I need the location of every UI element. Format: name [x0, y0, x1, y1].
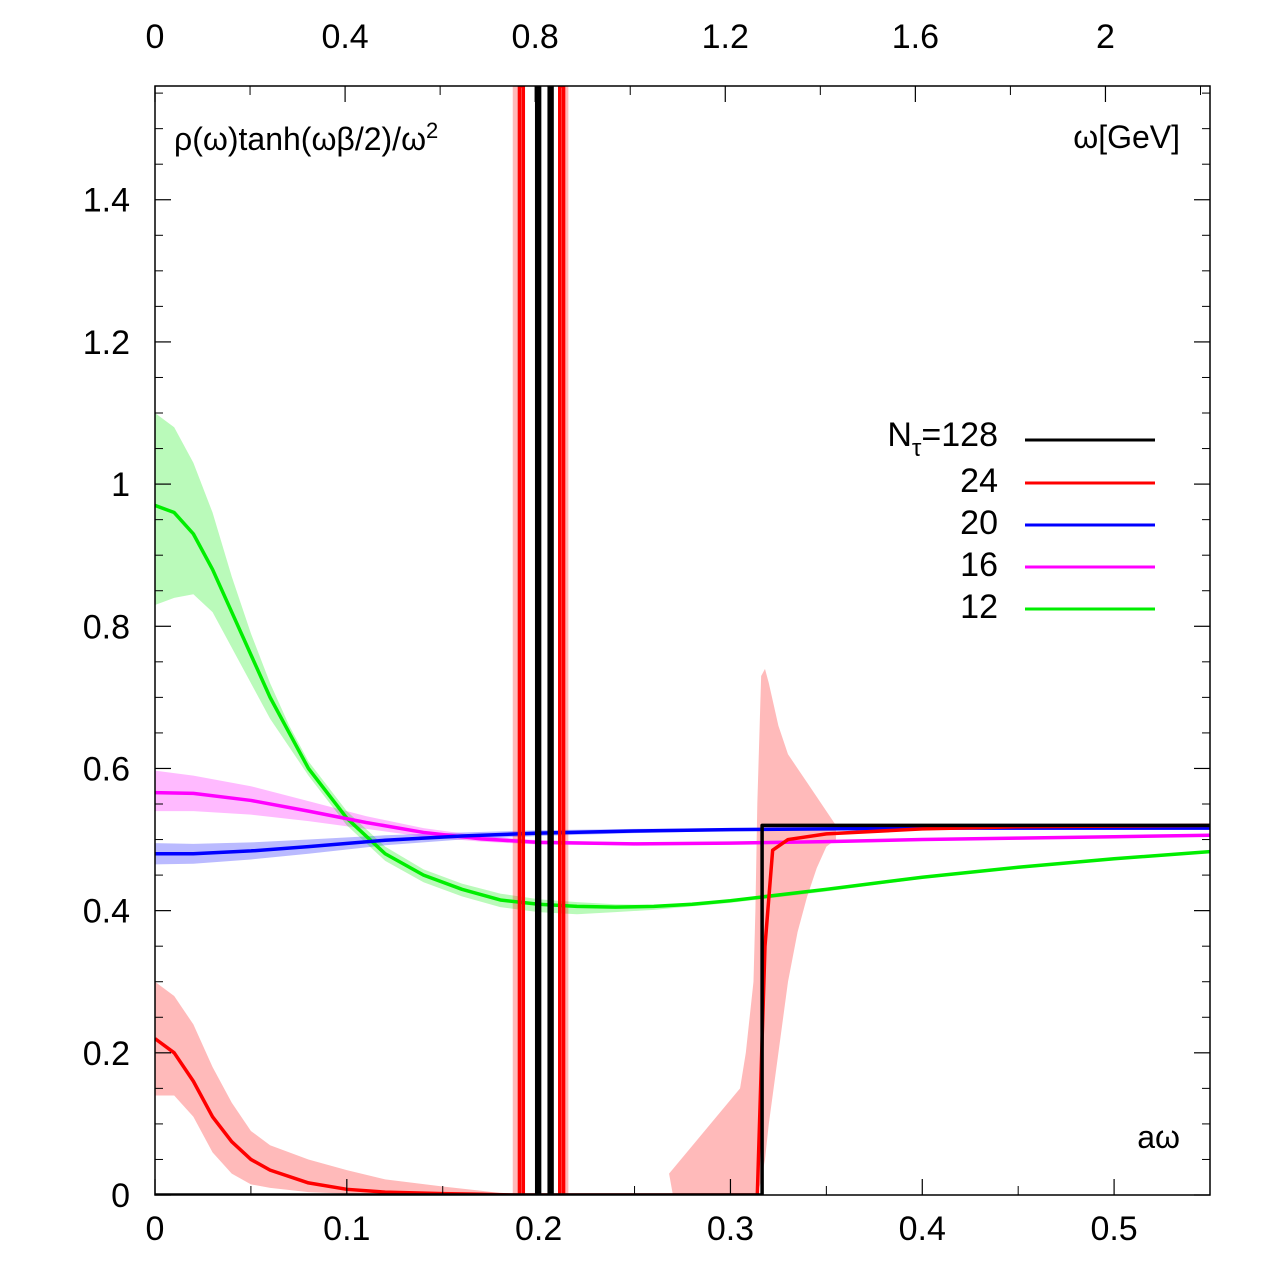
band-24 — [155, 981, 516, 1195]
series-line-12 — [155, 503, 1210, 909]
x-tick-label: 0.1 — [323, 1210, 370, 1248]
x-tick-label: 0.5 — [1090, 1210, 1137, 1248]
y-tick-label: 1.2 — [83, 324, 130, 362]
legend-label-12: 12 — [960, 588, 998, 626]
series-line-n-tau-128 — [155, 86, 1210, 1195]
x2-tick-label: 1.2 — [702, 18, 749, 56]
band-20 — [155, 826, 1210, 865]
series-line-24 — [155, 86, 1210, 1195]
x-tick-label: 0.3 — [707, 1210, 754, 1248]
x2-tick-label: 1.6 — [892, 18, 939, 56]
x2-tick-label: 0.8 — [512, 18, 559, 56]
x-axis-label: aω — [1137, 1119, 1180, 1155]
x2-tick-label: 0 — [146, 18, 165, 56]
y-tick-label: 0.2 — [83, 1035, 130, 1073]
x-tick-label: 0.2 — [515, 1210, 562, 1248]
legend-label-24: 24 — [960, 462, 998, 500]
y-tick-label: 0.8 — [83, 608, 130, 646]
x2-tick-label: 2 — [1096, 18, 1115, 56]
y-tick-label: 0.4 — [83, 893, 130, 931]
legend-label-20: 20 — [960, 504, 998, 542]
y-tick-label: 0.6 — [83, 750, 130, 788]
x2-axis-label: ω[GeV] — [1073, 119, 1180, 155]
x2-tick-label: 0.4 — [321, 18, 368, 56]
legend-label-16: 16 — [960, 546, 998, 584]
legend: Nτ=128 24 20 16 12 — [887, 416, 1155, 626]
legend-label-128: Nτ=128 — [887, 416, 998, 462]
y-tick-label: 0 — [111, 1177, 130, 1215]
x-tick-label: 0.4 — [899, 1210, 946, 1248]
y-axis-label: ρ(ω)tanh(ωβ/2)/ω2 — [174, 118, 438, 157]
y-tick-label: 1.4 — [83, 182, 130, 220]
plot-frame — [154, 85, 1211, 1196]
x-tick-label: 0 — [146, 1210, 165, 1248]
y-tick-label: 1 — [111, 466, 130, 504]
band-24-step-0 — [669, 668, 836, 1195]
